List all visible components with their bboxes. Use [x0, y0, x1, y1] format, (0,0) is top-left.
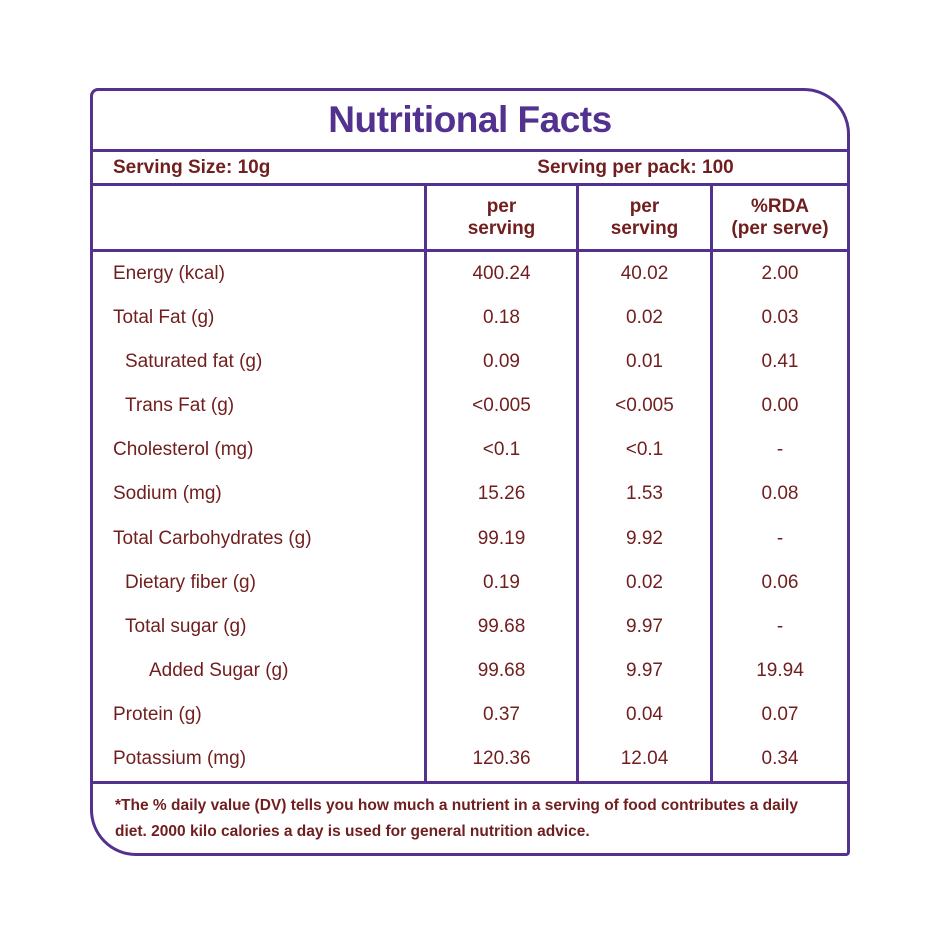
row-value: <0.1 — [424, 428, 576, 473]
table-row-energy: Energy (kcal) 400.24 40.02 2.00 — [93, 252, 847, 297]
serving-size-label: Serving Size: 10g — [113, 156, 271, 178]
row-label: Saturated fat (g) — [125, 351, 263, 373]
row-label: Protein (g) — [113, 703, 202, 725]
table-row-total-fat: Total Fat (g) 0.18 0.02 0.03 — [93, 296, 847, 341]
row-value: 0.09 — [424, 340, 576, 385]
row-label: Total Carbohydrates (g) — [113, 527, 312, 549]
nutrient-column-header — [93, 186, 424, 249]
row-value: 0.02 — [576, 296, 710, 341]
row-value: 120.36 — [424, 736, 576, 781]
row-value: <0.1 — [576, 428, 710, 473]
row-value: <0.005 — [424, 384, 576, 429]
row-value: 9.92 — [576, 516, 710, 561]
row-label: Trans Fat (g) — [125, 395, 235, 417]
row-label: Total Fat (g) — [113, 307, 215, 329]
table-row-cholesterol: Cholesterol (mg) <0.1 <0.1 - — [93, 428, 847, 473]
row-value: - — [710, 604, 847, 649]
row-label: Dietary fiber (g) — [125, 571, 256, 593]
row-label: Energy (kcal) — [113, 263, 225, 285]
table-row-total-sugar: Total sugar (g) 99.68 9.97 - — [93, 604, 847, 649]
table-row-dietary-fiber: Dietary fiber (g) 0.19 0.02 0.06 — [93, 560, 847, 605]
serving-info-row: Serving Size: 10g Serving per pack: 100 — [93, 152, 847, 186]
row-value: 1.53 — [576, 472, 710, 517]
serving-per-pack-label: Serving per pack: 100 — [537, 156, 734, 178]
table-row-added-sugar: Added Sugar (g) 99.68 9.97 19.94 — [93, 648, 847, 693]
table-row-potassium: Potassium (mg) 120.36 12.04 0.34 — [93, 736, 847, 781]
row-label: Added Sugar (g) — [149, 659, 289, 681]
table-row-trans-fat: Trans Fat (g) <0.005 <0.005 0.00 — [93, 384, 847, 429]
row-label: Potassium (mg) — [113, 747, 247, 769]
column-header-rda: %RDA (per serve) — [710, 186, 847, 249]
table-row-total-carbohydrates: Total Carbohydrates (g) 99.19 9.92 - — [93, 516, 847, 561]
row-value: 19.94 — [710, 648, 847, 693]
row-value: 99.68 — [424, 604, 576, 649]
table-row-saturated-fat: Saturated fat (g) 0.09 0.01 0.41 — [93, 340, 847, 385]
row-value: 0.04 — [576, 692, 710, 737]
row-value: 0.07 — [710, 692, 847, 737]
row-value: 40.02 — [576, 252, 710, 297]
daily-value-footnote: *The % daily value (DV) tells you how mu… — [93, 781, 847, 853]
nutrient-table-body: Energy (kcal) 400.24 40.02 2.00 Total Fa… — [93, 252, 847, 781]
row-value: - — [710, 428, 847, 473]
table-row-protein: Protein (g) 0.37 0.04 0.07 — [93, 692, 847, 737]
column-header-per-serving-1: per serving — [424, 186, 576, 249]
row-value: 0.37 — [424, 692, 576, 737]
column-header-row: per serving per serving %RDA (per serve) — [93, 186, 847, 252]
row-value: 0.00 — [710, 384, 847, 429]
nutrition-facts-label: Nutritional Facts Serving Size: 10g Serv… — [90, 88, 850, 856]
row-value: 15.26 — [424, 472, 576, 517]
row-value: 0.03 — [710, 296, 847, 341]
row-value: 0.08 — [710, 472, 847, 517]
row-label: Sodium (mg) — [113, 483, 222, 505]
row-value: 12.04 — [576, 736, 710, 781]
row-value: 99.19 — [424, 516, 576, 561]
row-value: 0.19 — [424, 560, 576, 605]
column-header-per-serving-2: per serving — [576, 186, 710, 249]
row-value: 9.97 — [576, 604, 710, 649]
row-value: 0.18 — [424, 296, 576, 341]
row-label: Cholesterol (mg) — [113, 439, 254, 461]
title-section: Nutritional Facts — [93, 91, 847, 152]
row-value: - — [710, 516, 847, 561]
row-value: 2.00 — [710, 252, 847, 297]
page-title: Nutritional Facts — [328, 99, 612, 140]
row-value: 0.02 — [576, 560, 710, 605]
row-value: 99.68 — [424, 648, 576, 693]
row-label: Total sugar (g) — [125, 615, 247, 637]
row-value: 0.41 — [710, 340, 847, 385]
row-value: <0.005 — [576, 384, 710, 429]
row-value: 400.24 — [424, 252, 576, 297]
row-value: 0.34 — [710, 736, 847, 781]
row-value: 0.06 — [710, 560, 847, 605]
row-value: 9.97 — [576, 648, 710, 693]
table-row-sodium: Sodium (mg) 15.26 1.53 0.08 — [93, 472, 847, 517]
row-value: 0.01 — [576, 340, 710, 385]
